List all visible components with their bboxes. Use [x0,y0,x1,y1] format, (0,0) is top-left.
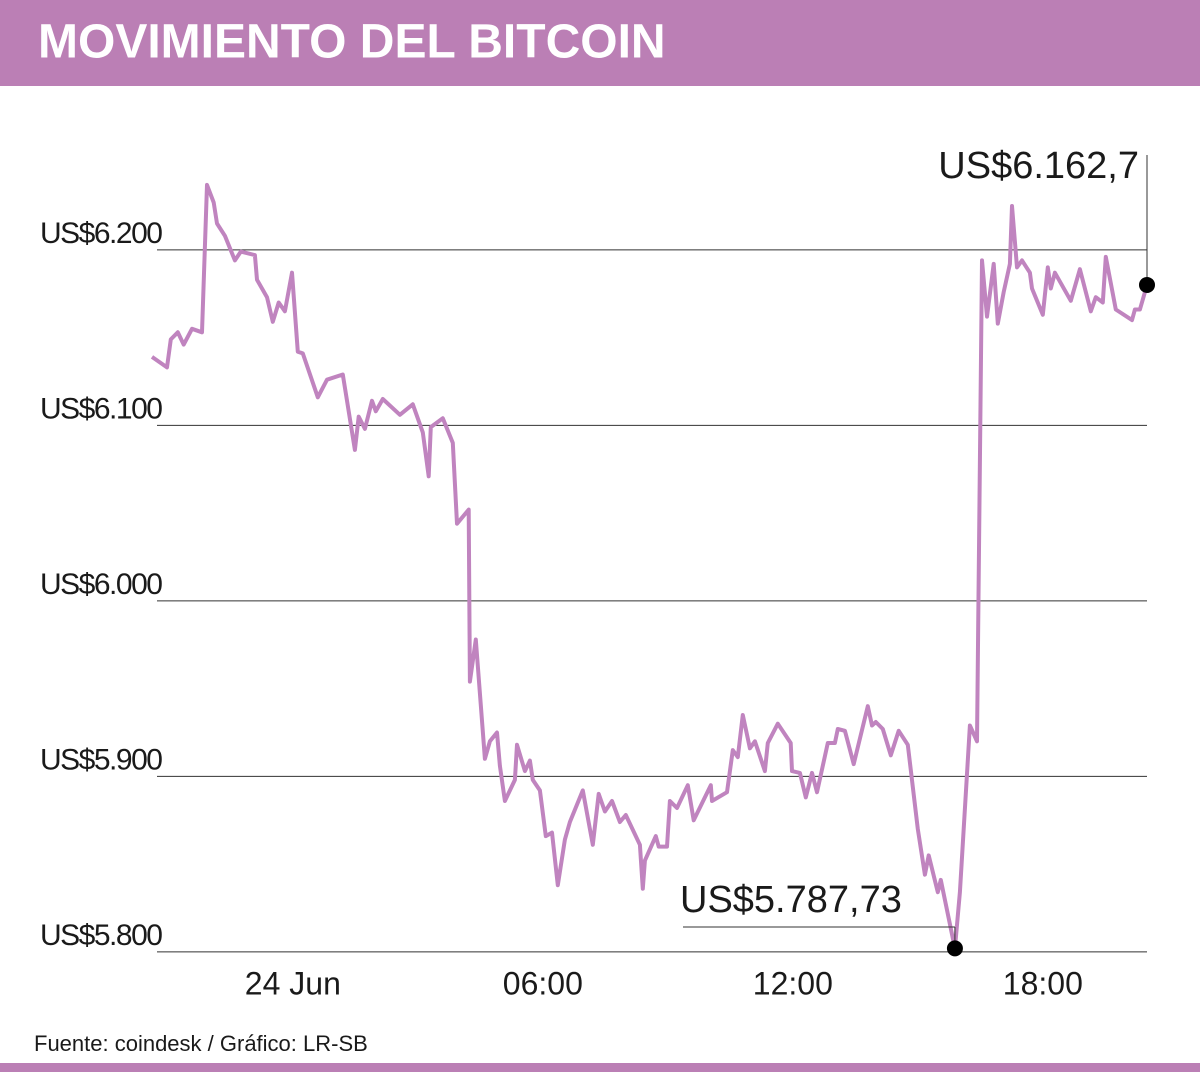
x-tick-label: 12:00 [753,965,833,1001]
header-band [0,0,1200,86]
price-line [150,182,1149,951]
x-tick-label: 24 Jun [245,965,341,1001]
x-tick-label: 06:00 [503,965,583,1001]
y-tick-label: US$6.100 [40,392,162,425]
chart-title: MOVIMIENTO DEL BITCOIN [38,16,666,69]
low-point [946,940,963,957]
footer-band [0,1063,1200,1072]
end-point [1139,276,1155,293]
y-tick-label: US$5.800 [40,919,162,952]
annotation: US$6.162,7 [938,145,1139,187]
source: Fuente: coindesk / Gráfico: LR-SB [34,1031,368,1056]
y-tick-label: US$5.900 [40,743,162,776]
annotation: US$5.787,73 [680,879,902,921]
x-tick-label: 18:00 [1003,965,1083,1001]
y-tick-label: US$6.200 [40,217,162,250]
y-tick-label: US$6.000 [40,568,162,601]
